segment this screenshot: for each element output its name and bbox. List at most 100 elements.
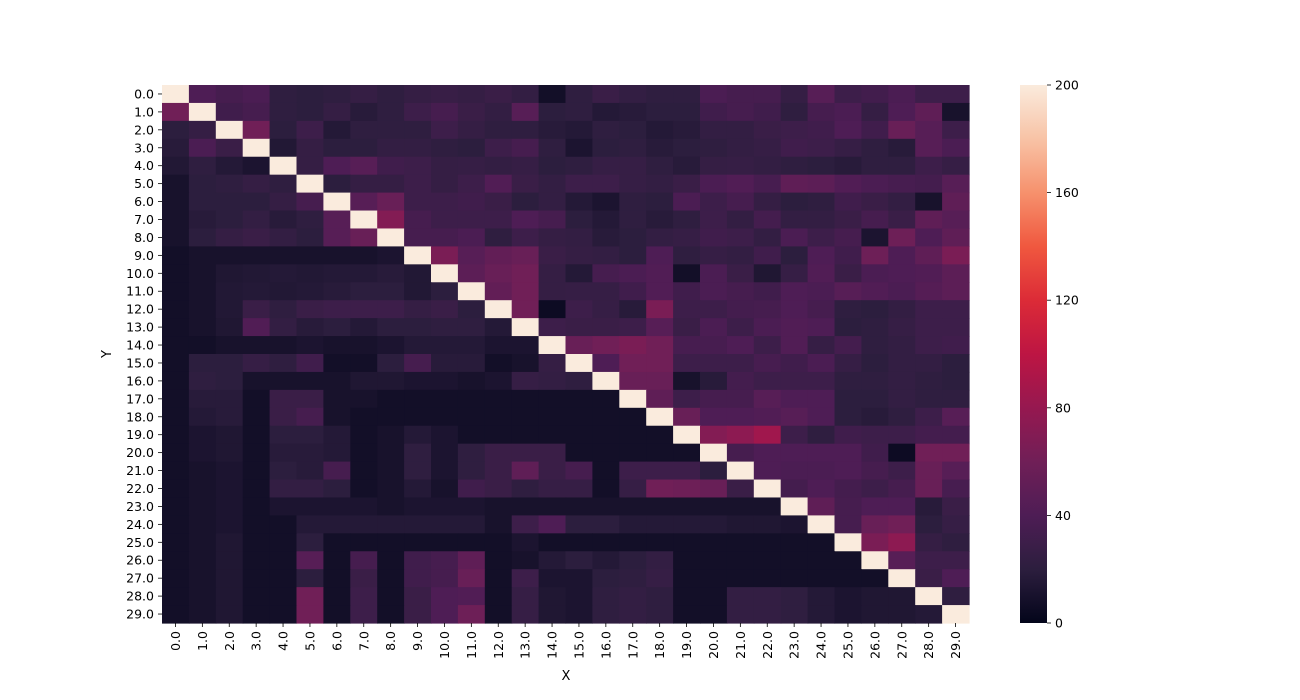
heatmap-cell [753, 497, 782, 516]
y-tick-label: 18.0 [126, 409, 154, 424]
colorbar [1020, 85, 1047, 623]
heatmap-cell [780, 85, 809, 104]
heatmap-cell [861, 192, 889, 212]
heatmap-cell [834, 551, 862, 570]
y-tick-label: 13.0 [126, 320, 154, 335]
heatmap-cell [457, 569, 486, 588]
heatmap-cell [350, 102, 378, 122]
heatmap-cell [673, 587, 701, 606]
heatmap-cell [700, 371, 728, 391]
heatmap-cell [753, 533, 782, 552]
heatmap-cell [619, 425, 647, 445]
heatmap-cell [673, 300, 701, 319]
heatmap-cell [673, 407, 701, 427]
heatmap-cell [780, 497, 809, 516]
heatmap-cell [162, 605, 190, 624]
heatmap-cell [404, 85, 432, 104]
y-tick-label: 16.0 [126, 373, 154, 388]
heatmap-cell [753, 425, 782, 445]
heatmap-cell [350, 587, 378, 606]
heatmap-cell [807, 587, 836, 606]
heatmap-cell [538, 479, 567, 499]
heatmap-cell [188, 336, 217, 355]
heatmap-cell [215, 138, 244, 158]
heatmap-cell [404, 587, 432, 606]
heatmap-cell [592, 174, 620, 194]
heatmap-cell [753, 551, 782, 570]
y-tick-label: 5.0 [134, 176, 154, 191]
heatmap-cell [861, 497, 889, 516]
heatmap-cell [538, 85, 567, 104]
heatmap-cell [592, 246, 620, 265]
heatmap-cell [726, 587, 755, 606]
heatmap-cell [592, 102, 620, 122]
heatmap-cell [215, 85, 244, 104]
heatmap-cell [780, 461, 809, 481]
heatmap-cell [431, 102, 459, 122]
heatmap-cell [350, 461, 378, 481]
heatmap-cell [753, 102, 782, 122]
heatmap-cell [457, 533, 486, 552]
heatmap-cell [619, 192, 647, 212]
heatmap-cell [753, 138, 782, 158]
heatmap-cell [780, 120, 809, 140]
heatmap-cell [431, 569, 459, 588]
heatmap-cell [780, 515, 809, 534]
heatmap-cell [511, 102, 540, 122]
heatmap-cell [377, 443, 405, 463]
heatmap-cell [457, 192, 486, 212]
y-tick-label: 20.0 [126, 445, 154, 460]
heatmap-cell [888, 407, 916, 427]
heatmap-cell [269, 210, 298, 230]
heatmap-cell [915, 533, 943, 552]
heatmap-cell [350, 318, 378, 337]
heatmap-cell [726, 120, 755, 140]
heatmap-cell [431, 605, 459, 624]
heatmap-cell [296, 425, 324, 445]
heatmap-cell [726, 371, 755, 391]
heatmap-cell [431, 228, 459, 247]
heatmap-cell [323, 569, 351, 588]
heatmap-cell [404, 102, 432, 122]
heatmap-cell [162, 354, 190, 373]
heatmap-cell [888, 443, 916, 463]
heatmap-cell [726, 461, 755, 481]
heatmap-cell [484, 425, 513, 445]
heatmap-cell [323, 85, 351, 104]
heatmap-cell [431, 210, 459, 230]
heatmap-cell [700, 461, 728, 481]
heatmap-cell [942, 461, 970, 481]
heatmap-cell [807, 551, 836, 570]
heatmap-cell [296, 174, 324, 194]
heatmap-cell [861, 479, 889, 499]
heatmap-cell [242, 85, 271, 104]
heatmap-cell [619, 461, 647, 481]
heatmap-cell [726, 443, 755, 463]
x-axis-ticks: 0.0 1.0 2.0 3.0 4.0 5.0 6.0 7.0 8.0 9.0 10.0 11.0 12… [168, 623, 963, 659]
y-tick-label: 14.0 [126, 338, 154, 353]
heatmap-cell [377, 174, 405, 194]
heatmap-cell [431, 551, 459, 570]
heatmap-cell [700, 156, 728, 176]
heatmap-cell [323, 102, 351, 122]
heatmap-cell [269, 407, 298, 427]
heatmap-cell [484, 443, 513, 463]
x-tick-label: 24.0 [814, 631, 829, 659]
heatmap-cell [323, 461, 351, 481]
heatmap-cell [753, 371, 782, 391]
heatmap-cell [484, 587, 513, 606]
heatmap-cell [269, 85, 298, 104]
heatmap-cell [915, 407, 943, 427]
heatmap-cell [404, 120, 432, 140]
heatmap-cell [215, 461, 244, 481]
heatmap-cell [350, 389, 378, 409]
heatmap-cell [619, 569, 647, 588]
heatmap-cell [942, 569, 970, 588]
heatmap-cell [915, 336, 943, 355]
heatmap-cell [511, 300, 540, 319]
heatmap-cell [538, 354, 567, 373]
heatmap-cell [780, 228, 809, 247]
heatmap-cell [350, 569, 378, 588]
heatmap-cell [592, 443, 620, 463]
